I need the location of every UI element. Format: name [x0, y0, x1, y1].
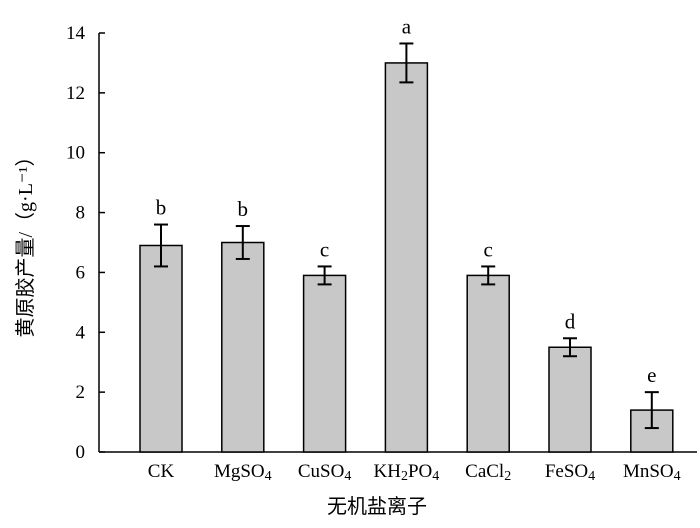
- error-bar-ck: [154, 223, 168, 268]
- error-bar-mgso4: [235, 225, 250, 260]
- y-tick-label: 14: [66, 23, 86, 44]
- bars: [139, 62, 674, 453]
- y-tick-label: 4: [76, 322, 86, 343]
- category-label-cacl2: CaCl2: [465, 461, 511, 484]
- y-axis: 0 2 4 6 8 10 12 14: [66, 23, 105, 463]
- bar-ck: [139, 244, 183, 453]
- category-label-mgso4: MgSO4: [214, 461, 272, 484]
- x-axis-title: 无机盐离子: [327, 495, 427, 518]
- error-bar-cuso4: [317, 265, 332, 286]
- error-bar-mnso4: [644, 391, 659, 430]
- category-label-cuso4: CuSO4: [298, 461, 351, 484]
- category-labels: CK MgSO4 CuSO4 KH2PO4 CaCl2 FeSO4 MnSO4: [148, 461, 681, 484]
- y-tick-label: 2: [76, 382, 86, 403]
- error-bar-feso4: [563, 337, 577, 358]
- error-bar-cacl2: [481, 265, 496, 286]
- category-label-mnso4: MnSO4: [623, 461, 681, 484]
- error-bars: [154, 42, 659, 430]
- significance-letter: e: [647, 363, 656, 387]
- significance-letter: b: [238, 197, 249, 221]
- category-label-kh2po4: KH2PO4: [374, 461, 440, 484]
- significance-letter: c: [320, 237, 329, 261]
- y-tick-label: 12: [66, 83, 85, 104]
- significance-letter: b: [156, 196, 167, 220]
- significance-letter: a: [402, 14, 412, 38]
- y-tick-label: 8: [76, 203, 86, 224]
- error-bar-kh2po4: [399, 42, 414, 84]
- bar-cuso4: [302, 274, 347, 453]
- bar-kh2po4: [384, 62, 429, 453]
- significance-letter: c: [484, 237, 493, 261]
- y-tick-label: 10: [66, 143, 85, 164]
- category-label-ck: CK: [148, 461, 175, 482]
- significance-letter: d: [565, 309, 576, 333]
- y-tick-label: 6: [76, 262, 86, 283]
- bar-mgso4: [221, 241, 265, 453]
- significance-letters: b b c a c d e: [156, 14, 657, 387]
- bar-feso4: [548, 346, 592, 453]
- bar-cacl2: [466, 274, 510, 453]
- y-tick-label: 0: [76, 442, 86, 463]
- category-label-feso4: FeSO4: [545, 461, 595, 484]
- y-axis-title: 黄原胶产量/（g·L⁻¹）: [14, 147, 37, 338]
